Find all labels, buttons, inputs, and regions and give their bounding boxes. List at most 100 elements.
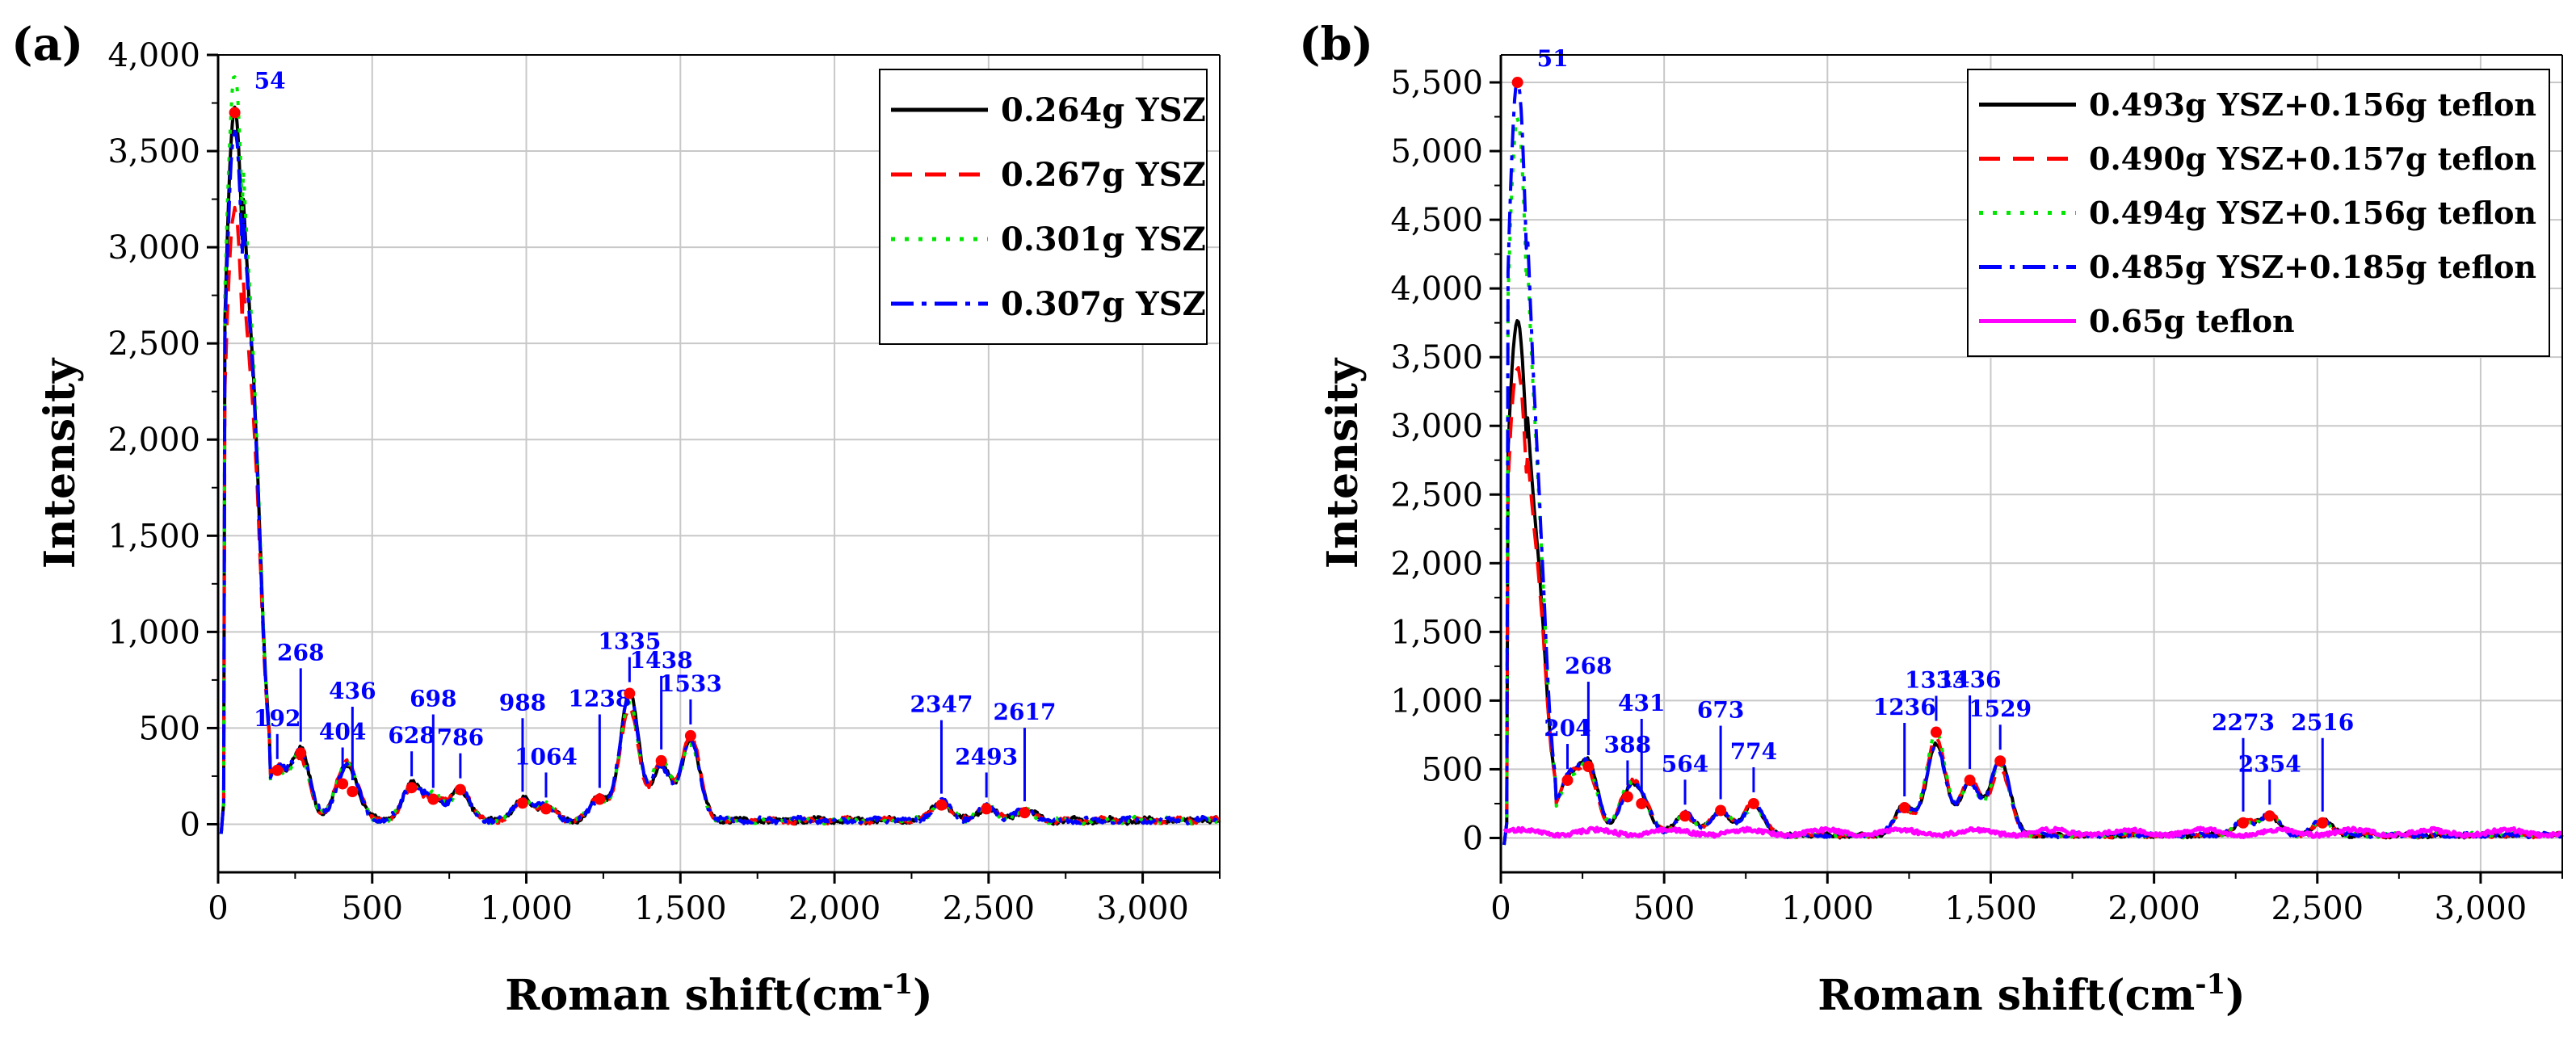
peak-annotation: 1238 (568, 686, 631, 712)
x-axis-title-superscript: -1 (2195, 968, 2225, 1001)
x-axis-title: Roman shift(cm-1) (505, 968, 932, 1020)
peak-annotation: 54 (254, 67, 286, 94)
legend-box (879, 69, 1208, 345)
peak-annotation: 1064 (515, 743, 578, 770)
peak-annotation: 268 (277, 639, 324, 666)
x-tick-label: 1,500 (634, 890, 727, 927)
series-line (1502, 825, 2564, 839)
peak-annotation: 564 (1662, 750, 1708, 777)
x-axis-title: Roman shift(cm-1) (1817, 968, 2245, 1020)
y-tick-label: 500 (1422, 751, 1483, 788)
y-tick-label: 5,500 (1390, 65, 1483, 102)
y-tick-label: 2,000 (107, 422, 200, 459)
peak-annotation: 1335 (598, 628, 661, 655)
legend-label: 0.301g YSZ (1001, 220, 1206, 258)
x-axis-title-suffix: ) (913, 971, 933, 1020)
y-tick-label: 1,000 (107, 614, 200, 651)
chart-panel-a: (a) 54 192 268 404 436 628 698 786 988 1064 1238 133… (11, 18, 1221, 1020)
peak-annotation: 51 (1537, 45, 1569, 72)
peak-marker (295, 747, 307, 759)
peak-marker (337, 778, 349, 790)
peak-annotation: 1533 (659, 670, 722, 697)
y-axis-title: Intensity (36, 357, 85, 569)
peak-marker (1621, 791, 1633, 803)
peak-annotation: 628 (388, 722, 435, 749)
x-axis-title-superscript: -1 (882, 968, 913, 1001)
panel-label: (b) (1299, 18, 1373, 71)
legend-label: 0.493g YSZ+0.156g teflon (2089, 86, 2536, 123)
peak-marker (935, 799, 948, 811)
peak-marker (981, 803, 993, 815)
peak-annotation: 192 (254, 705, 300, 732)
x-tick-label: 1,500 (1944, 890, 2037, 927)
y-tick-label: 1,500 (1390, 614, 1483, 651)
y-tick-label: 1,000 (1390, 682, 1483, 720)
x-axis-title-main: Roman shift(cm (505, 971, 882, 1020)
y-axis-title: Intensity (1318, 357, 1368, 569)
legend-label: 0.490g YSZ+0.157g teflon (2089, 141, 2536, 177)
y-tick-label: 2,500 (107, 326, 200, 363)
peak-marker (2237, 817, 2249, 829)
series-line (219, 129, 1221, 834)
peak-annotation: 1438 (630, 647, 693, 674)
y-tick-label: 3,500 (107, 133, 200, 170)
legend-label: 0.307g YSZ (1001, 285, 1206, 323)
x-tick-label: 0 (208, 890, 228, 927)
peak-marker (655, 754, 667, 766)
peak-annotation: 786 (437, 724, 484, 751)
peak-annotation: 1333 (1905, 667, 1968, 694)
peak-annotation: 388 (1604, 731, 1651, 758)
peak-annotation: 2493 (955, 743, 1018, 770)
y-tick-label: 3,500 (1390, 339, 1483, 376)
peak-marker (540, 803, 552, 815)
x-tick-label: 1,000 (480, 890, 573, 927)
peak-annotation: 436 (329, 678, 376, 704)
chart-panel-b: (b) 51 204 268 388 431 564 673 774 12361333143615… (1299, 18, 2564, 1020)
y-tick-label: 3,000 (107, 229, 200, 267)
peak-marker (1715, 804, 1727, 817)
y-tick-label: 2,000 (1390, 545, 1483, 582)
peak-annotation: 1529 (1969, 695, 2032, 722)
legend-label: 0.485g YSZ+0.185g teflon (2089, 249, 2536, 285)
peak-marker (1930, 726, 1942, 738)
peak-marker (1636, 797, 1648, 809)
peak-annotation: 2516 (2291, 709, 2354, 736)
peak-marker (1898, 802, 1910, 814)
peak-annotation: 268 (1565, 653, 1612, 679)
peak-annotation: 204 (1544, 715, 1591, 741)
peak-marker (1511, 77, 1523, 89)
peak-marker (516, 797, 528, 809)
legend-label: 0.494g YSZ+0.156g teflon (2089, 195, 2536, 231)
panel-label: (a) (11, 18, 83, 71)
peak-marker (684, 729, 696, 741)
y-tick-label: 500 (139, 710, 200, 747)
peak-marker (1964, 775, 1976, 787)
peak-annotation: 698 (410, 686, 456, 712)
peak-annotation: 431 (1618, 690, 1665, 716)
x-axis-title-main: Roman shift(cm (1817, 971, 2195, 1020)
y-tick-label: 1,500 (107, 518, 200, 555)
x-tick-label: 2,500 (2271, 890, 2364, 927)
x-tick-label: 1,000 (1781, 890, 1874, 927)
peak-marker (2317, 817, 2329, 829)
peak-marker (406, 782, 418, 794)
y-tick-label: 4,000 (107, 37, 200, 74)
y-tick-label: 4,000 (1390, 271, 1483, 308)
peak-marker (594, 793, 606, 805)
peak-annotation: 1236 (1873, 694, 1936, 720)
x-tick-label: 500 (342, 890, 403, 927)
peak-annotation: 404 (319, 718, 366, 745)
peak-annotation: 2354 (2238, 750, 2301, 777)
peak-marker (1747, 797, 1759, 809)
peak-marker (454, 783, 466, 796)
peak-marker (347, 785, 359, 797)
x-tick-label: 0 (1490, 890, 1511, 927)
legend-label: 0.267g YSZ (1001, 156, 1206, 194)
peak-annotation: 673 (1697, 696, 1744, 723)
peak-marker (427, 793, 439, 805)
peak-marker (624, 687, 636, 699)
peak-marker (229, 107, 241, 119)
x-tick-label: 500 (1633, 890, 1695, 927)
x-tick-label: 2,000 (788, 890, 881, 927)
